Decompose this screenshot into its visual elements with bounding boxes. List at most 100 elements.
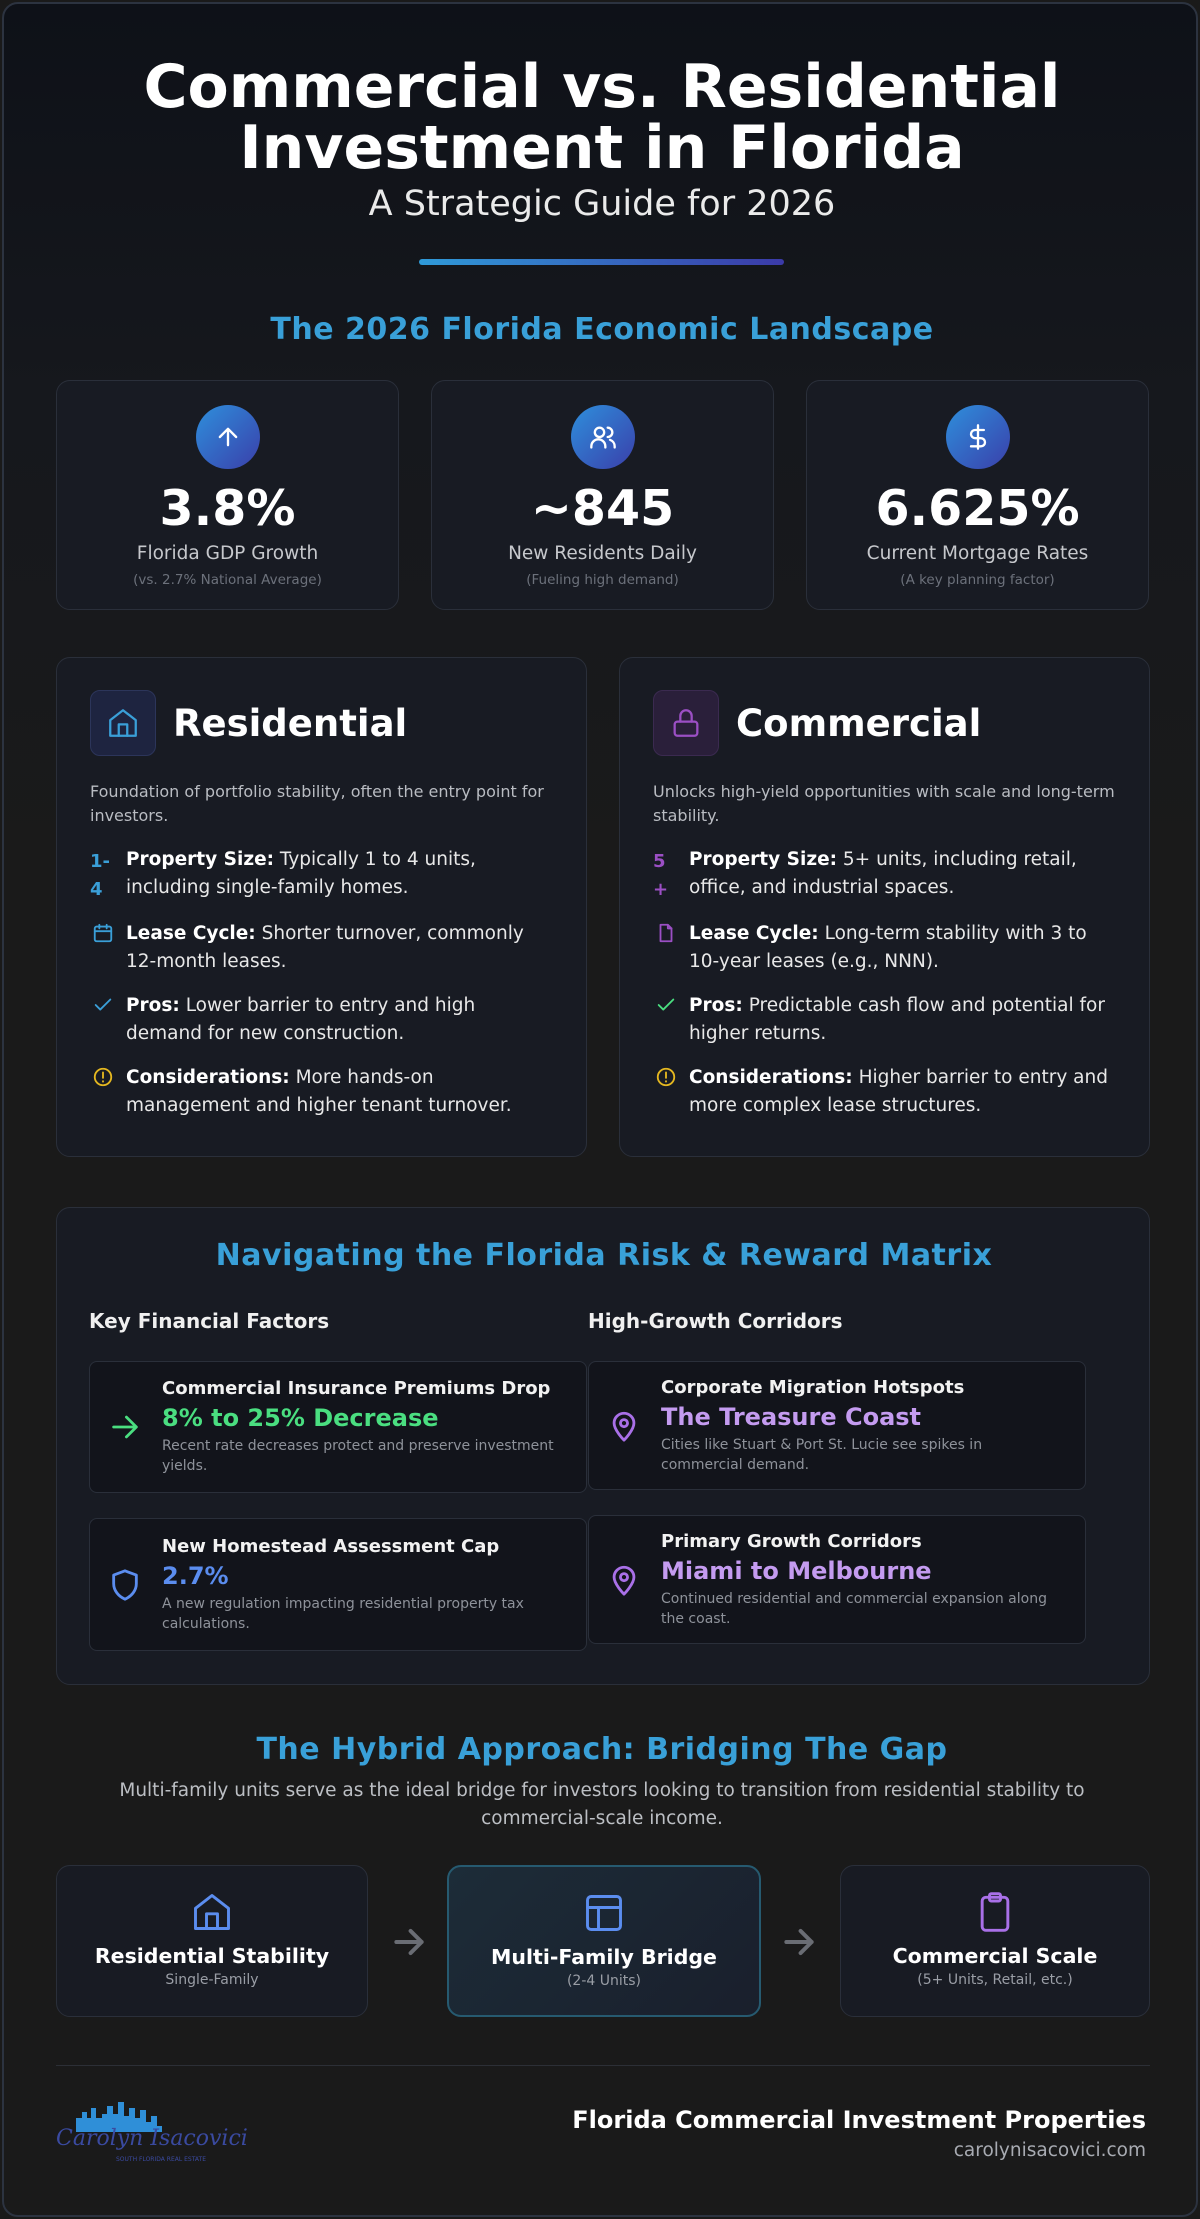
step-card: Commercial Scale (5+ Units, Retail, etc.): [840, 1865, 1150, 2017]
icon-svg: [673, 709, 699, 737]
item-marker: [653, 1064, 679, 1120]
item-label: Property Size:: [126, 849, 275, 870]
item-body: Long-term stability with 3 to 10-year le…: [689, 923, 1087, 972]
icon-circle: [570, 405, 635, 469]
logo-skyline: [76, 2102, 162, 2132]
factor-text: Primary Growth Corridors Miami to Melbour…: [661, 1531, 1067, 1629]
factor-card: Primary Growth Corridors Miami to Melbour…: [588, 1515, 1086, 1644]
factor-title: Corporate Migration Hotspots: [661, 1376, 965, 1398]
factor-value: 8% to 25% Decrease: [162, 1404, 439, 1432]
step-subtitle: Single-Family: [165, 1972, 259, 1988]
type-item: Pros: Lower barrier to entry and high de…: [90, 992, 553, 1048]
stat-note: (A key planning factor): [900, 572, 1055, 588]
type-item: Lease Cycle: Shorter turnover, commonly …: [90, 920, 553, 976]
factor-description: Recent rate decreases protect and preser…: [162, 1438, 554, 1474]
step-card: Multi-Family Bridge (2-4 Units): [447, 1865, 761, 2017]
icon-svg: [93, 1067, 113, 1087]
step-arrow: [390, 1923, 428, 1961]
type-item: Lease Cycle: Long-term stability with 3 …: [653, 920, 1116, 976]
item-text: Lease Cycle: Shorter turnover, commonly …: [126, 920, 553, 976]
item-text: Pros: Predictable cash flow and potentia…: [689, 992, 1116, 1048]
icon-svg: [112, 1568, 138, 1601]
factor-text: New Homestead Assessment Cap 2.7% A new re…: [162, 1536, 568, 1634]
factor-value: 2.7%: [162, 1561, 229, 1590]
item-marker: 5+: [653, 851, 669, 900]
stat-note: (Fueling high demand): [526, 572, 679, 588]
subtitle: A Strategic Guide for 2026: [368, 184, 836, 224]
item-marker: [653, 992, 679, 1048]
icon-svg: [394, 1928, 424, 1956]
hybrid-heading: The Hybrid Approach: Bridging The Gap: [256, 1732, 948, 1767]
icon: [653, 994, 679, 1016]
title-line: Investment in Florida: [239, 113, 965, 183]
icon-svg: [218, 427, 237, 447]
factor-description: Cities like Stuart & Port St. Lucie see …: [661, 1436, 983, 1473]
item-label: Lease Cycle:: [689, 923, 819, 944]
item-marker: [90, 992, 116, 1048]
icon-svg: [612, 1565, 636, 1596]
type-item: 1-4 Property Size: Typically 1 to 4 units…: [90, 846, 553, 904]
factor-card: Corporate Migration Hotspots The Treasure…: [588, 1361, 1086, 1490]
factor-value: The Treasure Coast: [661, 1402, 922, 1431]
type-description: Foundation of portfolio stability, often…: [90, 782, 544, 825]
website: carolynisacovici.com: [953, 2140, 1146, 2161]
icon: [653, 1066, 679, 1088]
title-line: Commercial vs. Residential: [143, 52, 1061, 122]
item-marker: [90, 920, 116, 976]
stat-note: (vs. 2.7% National Average): [133, 572, 322, 588]
icon: [589, 423, 617, 451]
icon-circle: [945, 405, 1010, 469]
item-text: Pros: Lower barrier to entry and high de…: [126, 992, 553, 1048]
icon-box: [653, 690, 719, 756]
factor-text: Corporate Migration Hotspots The Treasure…: [661, 1377, 1067, 1475]
logo: Carolyn Isacovici SOUTH FLORIDA REAL ESTA…: [56, 2096, 248, 2168]
stat-label: Current Mortgage Rates: [866, 543, 1089, 564]
item-label: Pros:: [689, 995, 743, 1016]
item-marker: [90, 1064, 116, 1120]
column-heading: Key Financial Factors: [89, 1309, 330, 1333]
icon: [90, 994, 116, 1016]
step-title: Commercial Scale: [892, 1944, 1098, 1968]
step-subtitle: (5+ Units, Retail, etc.): [917, 1972, 1073, 1988]
icon-box: [90, 690, 156, 756]
step-title: Multi-Family Bridge: [491, 1945, 717, 1969]
icon-svg: [93, 923, 113, 943]
logo-name: Carolyn Isacovici: [56, 2126, 248, 2151]
icon: [669, 706, 703, 740]
matrix-card: Navigating the Florida Risk & Reward Mat…: [56, 1207, 1150, 1685]
stat-card: 6.625% Current Mortgage Rates (A key plann…: [806, 380, 1149, 610]
icon-svg: [656, 1067, 676, 1087]
item-body: Lower barrier to entry and high demand f…: [126, 995, 476, 1044]
icon-svg: [586, 1895, 622, 1931]
accent-bar: [419, 259, 784, 265]
icon-svg: [659, 923, 673, 943]
icon: [214, 423, 242, 451]
matrix-heading: Navigating the Florida Risk & Reward Mat…: [215, 1238, 993, 1273]
stat-card: 3.8% Florida GDP Growth (vs. 2.7% National…: [56, 380, 399, 610]
factor-description: Continued residential and commercial exp…: [661, 1590, 1047, 1627]
step-subtitle: (2-4 Units): [566, 1973, 642, 1989]
type-title: Commercial: [736, 701, 982, 745]
item-body: Higher barrier to entry and more complex…: [689, 1067, 1108, 1116]
item-label: Property Size:: [689, 849, 838, 870]
factor-card: New Homestead Assessment Cap 2.7% A new re…: [89, 1518, 587, 1651]
icon: [90, 1066, 116, 1088]
type-header: Residential: [90, 690, 553, 756]
type-item: 5+ Property Size: 5+ units, including ret…: [653, 846, 1116, 904]
item-label: Pros:: [126, 995, 180, 1016]
stat-card: ~845 New Residents Daily (Fueling high dem…: [431, 380, 774, 610]
factor-title: Commercial Insurance Premiums Drop: [162, 1378, 551, 1399]
hybrid-description: Multi-family units serve as the ideal br…: [119, 1780, 1085, 1829]
step-card: Residential Stability Single-Family: [56, 1865, 368, 2017]
icon: [90, 922, 116, 944]
stat-value: 3.8%: [159, 480, 296, 537]
icon: [106, 706, 140, 740]
icon-svg: [109, 709, 137, 737]
item-body: 5+ units, including retail, office, and …: [689, 849, 1077, 898]
icon-svg: [94, 998, 112, 1011]
icon: [607, 1563, 641, 1597]
factor-value: Miami to Melbourne: [661, 1556, 932, 1585]
icon: [57, 1890, 367, 1934]
icon: [780, 1923, 818, 1961]
